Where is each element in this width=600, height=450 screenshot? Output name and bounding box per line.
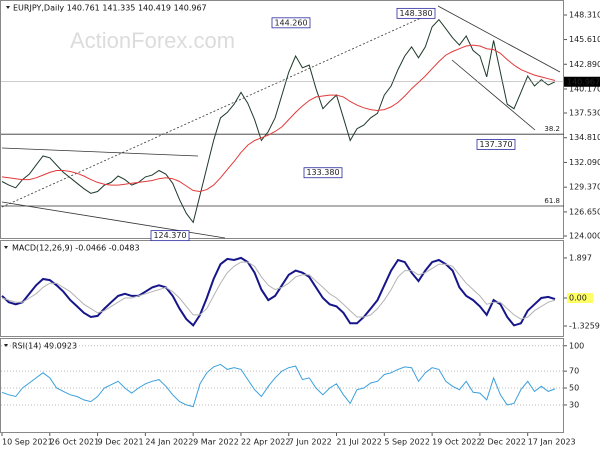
price-panel (0, 0, 564, 239)
header-arrow (6, 6, 10, 9)
annotation-box (476, 139, 516, 150)
annotation-box (271, 17, 311, 29)
x-tick-label: 19 Oct 2022 (432, 438, 481, 447)
x-tick-label: 5 Sep 2022 (384, 438, 430, 447)
annotation-label: 124.370 (153, 231, 186, 240)
annotation-box (396, 7, 436, 19)
x-tick-label: 10 Sep 2021 (2, 438, 53, 447)
y-tick-label: 129.370 (569, 183, 600, 192)
x-tick-label: 2 Dec 2022 (480, 438, 526, 447)
x-tick-label: 26 Oct 2021 (50, 438, 99, 447)
fib-label: 38.2 (544, 125, 560, 133)
y-tick-label: 137.530 (569, 109, 600, 118)
header-arrow (4, 246, 8, 249)
series-line (1, 261, 556, 320)
x-tick-label: 9 Mar 2022 (193, 438, 239, 447)
channel-line (451, 59, 536, 131)
macd-panel (0, 240, 564, 337)
series-line (1, 363, 556, 408)
fib-label: 61.8 (544, 197, 560, 205)
rsi-title: RSI(14) 49.0923 (12, 342, 77, 351)
chart-title: EURJPY,Daily 140.761 141.335 140.419 140… (13, 4, 207, 13)
y-tick-label: 134.810 (569, 133, 600, 142)
series-line (1, 44, 556, 193)
series-line (1, 256, 556, 327)
y-tick-label: 124.000 (569, 232, 600, 241)
y-tick-label: 0.00 (569, 294, 587, 303)
y-tick-label: 100 (569, 341, 584, 350)
y-tick-label: 140.170 (569, 85, 600, 94)
annotation-label: 148.380 (399, 9, 432, 18)
y-tick-label: 132.090 (569, 158, 600, 167)
y-tick-label: 30 (569, 400, 579, 409)
x-tick-label: 21 Jul 2022 (337, 438, 382, 447)
x-tick-label: 24 Jan 2022 (145, 438, 193, 447)
annotation-label: 133.380 (306, 168, 339, 177)
y-tick-label: 70 (569, 367, 579, 376)
y-tick-label: 145.610 (569, 35, 600, 44)
x-tick-label: 7 Jun 2022 (289, 438, 332, 447)
x-tick-label: 9 Dec 2021 (98, 438, 144, 447)
y-tick-label: 148.310 (569, 11, 600, 20)
series-line (1, 18, 556, 224)
header-arrow (4, 344, 8, 347)
y-tick-label: 126.650 (569, 207, 600, 216)
y-tick-label: 142.890 (569, 60, 600, 69)
annotation-label: 144.260 (274, 18, 307, 27)
annotation-box (303, 167, 343, 179)
last-price-box (564, 76, 600, 87)
y-tick-label: 1.897 (569, 253, 592, 262)
macd-title: MACD(12,26,9) -0.0466 -0.0483 (12, 244, 140, 253)
channel-line (437, 5, 561, 73)
y-tick-label: 50 (569, 384, 579, 393)
x-tick-label: 22 Apr 2022 (241, 438, 290, 447)
rsi-panel (0, 338, 564, 433)
watermark: ActionForex.com (70, 28, 235, 53)
x-tick-label: 17 Jan 2023 (528, 438, 576, 447)
trend-line (1, 12, 433, 208)
zero-highlight (567, 293, 593, 303)
y-tick-label: -1.3259 (569, 321, 600, 330)
triangle-line (1, 147, 199, 157)
annotation-label: 137.370 (479, 140, 512, 149)
annotation-box (150, 230, 190, 242)
last-price-label: 140.967 (567, 77, 600, 86)
